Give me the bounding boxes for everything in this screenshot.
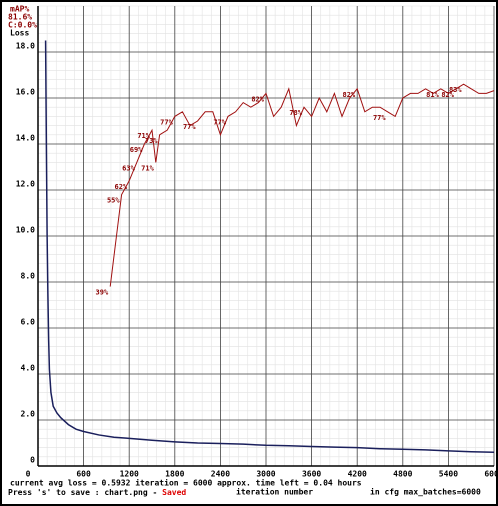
value-label: 69% xyxy=(130,146,143,154)
status-cfg: in cfg max_batches=6000 xyxy=(370,487,481,497)
value-label: 83% xyxy=(449,86,462,94)
x-tick-label: 4800 xyxy=(393,470,412,479)
value-label: 73% xyxy=(145,137,158,145)
x-tick-label: 6000 xyxy=(484,470,498,479)
map-current: 81.6% xyxy=(8,13,32,22)
value-label: 78% xyxy=(289,109,302,117)
value-label: 77% xyxy=(183,123,196,131)
y-label: Loss xyxy=(10,29,29,38)
y-tick-label: 10.0 xyxy=(16,226,35,235)
status-line1: current avg loss = 0.5932 iteration = 60… xyxy=(10,478,362,488)
value-label: 63% xyxy=(122,164,135,172)
y-tick-label: 18.0 xyxy=(16,42,35,51)
x-tick-label: 1800 xyxy=(165,470,184,479)
value-label: 82% xyxy=(251,95,264,103)
value-label: 82% xyxy=(343,91,356,99)
x-tick-label: 3000 xyxy=(256,470,275,479)
y-tick-label: 0 xyxy=(30,456,35,465)
x-tick-label: 600 xyxy=(76,470,91,479)
x-tick-label: 3600 xyxy=(302,470,321,479)
value-label: 71% xyxy=(137,132,150,140)
value-label: 77% xyxy=(213,118,226,126)
value-label: 62% xyxy=(115,183,128,191)
value-label: 77% xyxy=(160,118,173,126)
series-line xyxy=(109,83,495,287)
y-tick-label: 12.0 xyxy=(16,180,35,189)
y-tick-label: 4.0 xyxy=(21,364,36,373)
x-tick-label: 4200 xyxy=(348,470,367,479)
x-tick-label: 5400 xyxy=(439,470,458,479)
y-tick-label: 16.0 xyxy=(16,88,35,97)
y-tick-label: 6.0 xyxy=(21,318,36,327)
value-label: 55% xyxy=(107,197,120,205)
y-tick-label: 14.0 xyxy=(16,134,35,143)
x-tick-label: 1200 xyxy=(120,470,139,479)
x-tick-label: 0 xyxy=(26,470,31,479)
y2-label: mAP% xyxy=(10,5,29,14)
series-line xyxy=(44,40,495,453)
status-save: Press 's' to save : chart.png - Saved xyxy=(8,488,186,497)
value-label: 81% xyxy=(426,91,439,99)
value-label: 77% xyxy=(373,114,386,122)
value-label: 82% xyxy=(441,91,454,99)
map-best: C:0.0% xyxy=(8,21,37,30)
x-tick-label: 2400 xyxy=(211,470,230,479)
value-label: 71% xyxy=(141,164,154,172)
x-label: iteration number xyxy=(236,487,313,497)
value-label: 39% xyxy=(96,289,109,297)
y-tick-label: 8.0 xyxy=(21,272,36,281)
saved-text: Saved xyxy=(162,488,186,497)
y-tick-label: 2.0 xyxy=(21,410,36,419)
save-text: Press 's' to save : chart.png - xyxy=(8,488,162,497)
